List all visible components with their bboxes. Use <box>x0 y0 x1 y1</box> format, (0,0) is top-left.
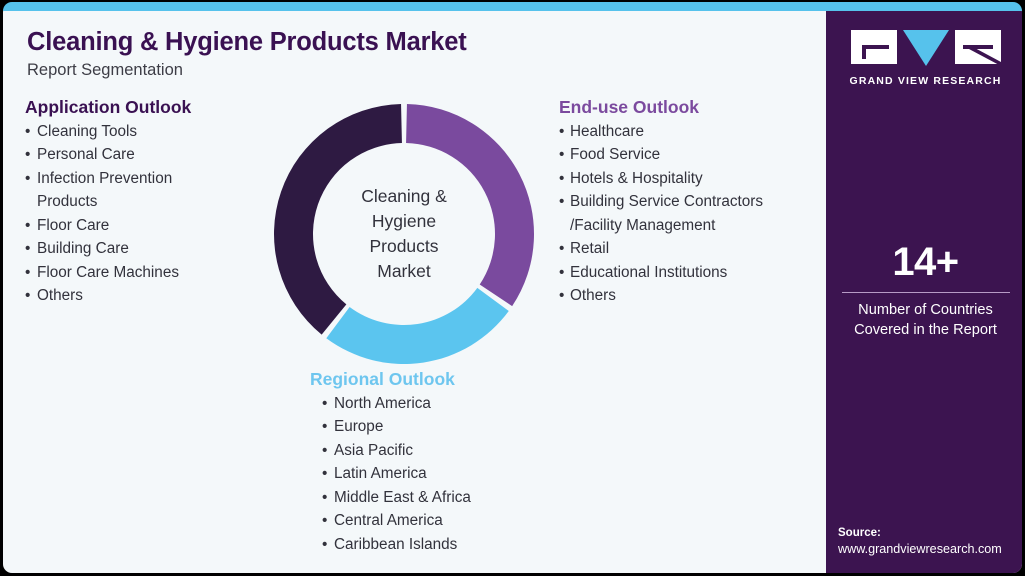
list-item: Retail <box>559 237 829 261</box>
enduse-outlook-section: End-use Outlook Healthcare Food Service … <box>559 97 829 308</box>
list-item: Building Care <box>25 237 275 261</box>
regional-outlook-list: North America Europe Asia Pacific Latin … <box>310 392 590 557</box>
donut-chart: Cleaning & Hygiene Products Market <box>272 102 536 366</box>
content-card: Cleaning & Hygiene Products Market Repor… <box>3 3 1022 573</box>
regional-outlook-section: Regional Outlook North America Europe As… <box>310 369 590 556</box>
donut-segment <box>406 104 534 307</box>
brand-wordmark: GRAND VIEW RESEARCH <box>849 75 1002 87</box>
stat-divider <box>841 291 1010 293</box>
enduse-outlook-list: Healthcare Food Service Hotels & Hospita… <box>559 120 829 308</box>
stat-value: 14+ <box>892 240 959 284</box>
brand-logo: GRAND VIEW RESEARCH <box>826 28 1022 87</box>
page-title: Cleaning & Hygiene Products Market <box>27 28 467 56</box>
source-url[interactable]: www.grandviewresearch.com <box>838 542 1002 556</box>
regional-outlook-heading: Regional Outlook <box>310 369 455 389</box>
countries-stat: 14+ Number of Countries Covered in the R… <box>826 242 1022 341</box>
top-accent-bar <box>3 2 1022 11</box>
list-item: Central America <box>322 509 590 533</box>
source-label: Source: <box>838 527 881 539</box>
header: Cleaning & Hygiene Products Market Repor… <box>27 28 667 80</box>
list-item: Building Service Contractors <box>559 190 829 214</box>
list-item: Infection Prevention <box>25 167 275 191</box>
list-item: Personal Care <box>25 143 275 167</box>
stat-label: Number of Countries Covered in the Repor… <box>826 300 1022 341</box>
list-item: Middle East & Africa <box>322 486 590 510</box>
donut-segment <box>326 287 509 365</box>
donut-segment <box>274 104 402 335</box>
list-item: Educational Institutions <box>559 261 829 285</box>
list-item-continuation: /Facility Management <box>570 216 716 234</box>
source-block: Source: www.grandviewresearch.com <box>838 525 1022 558</box>
list-item: Floor Care <box>25 214 275 238</box>
application-outlook-section: Application Outlook Cleaning Tools Perso… <box>25 97 275 308</box>
list-item: Others <box>559 284 829 308</box>
list-item: Cleaning Tools <box>25 120 275 144</box>
page-subtitle: Report Segmentation <box>27 60 183 79</box>
list-item: Caribbean Islands <box>322 533 590 557</box>
list-item: Asia Pacific <box>322 439 590 463</box>
list-item: North America <box>322 392 590 416</box>
list-item: Food Service <box>559 143 829 167</box>
list-item: Hotels & Hospitality <box>559 167 829 191</box>
list-item: Others <box>25 284 275 308</box>
gvr-logo-mark-icon <box>850 30 1001 66</box>
list-item: Europe <box>322 415 590 439</box>
stat-label-line: Covered in the Report <box>854 322 997 339</box>
stat-label-line: Number of Countries <box>858 301 993 318</box>
list-item: Healthcare <box>559 120 829 144</box>
application-outlook-heading: Application Outlook <box>25 97 192 117</box>
list-item: Floor Care Machines <box>25 261 275 285</box>
list-item: Latin America <box>322 462 590 486</box>
application-outlook-list: Cleaning Tools Personal Care Infection P… <box>25 120 275 308</box>
list-item-continuation: Products <box>37 193 98 211</box>
side-panel: GRAND VIEW RESEARCH 14+ Number of Countr… <box>826 6 1022 573</box>
enduse-outlook-heading: End-use Outlook <box>559 97 699 117</box>
donut-chart-svg <box>274 104 534 365</box>
